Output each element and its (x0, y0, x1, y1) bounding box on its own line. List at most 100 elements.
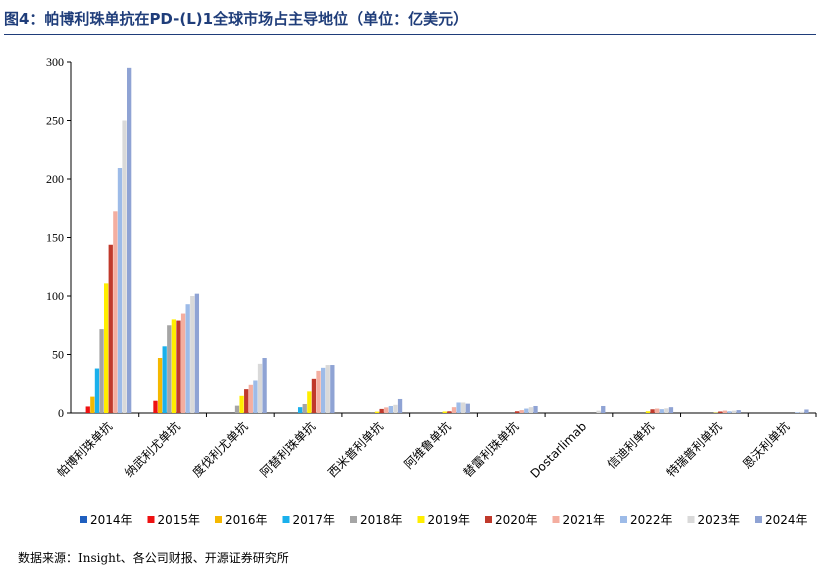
bar (320, 367, 326, 413)
y-tick-label: 300 (46, 55, 64, 69)
bar (524, 408, 529, 413)
legend-label: 2018年 (360, 513, 403, 527)
category-label: 特瑞普利单抗 (663, 419, 725, 481)
bars (85, 67, 809, 413)
bar (167, 325, 172, 413)
bar (645, 411, 651, 413)
category-label: 度伐利尤单抗 (189, 419, 251, 481)
legend-label: 2024年 (765, 513, 808, 527)
bar (157, 358, 163, 413)
bar (94, 368, 100, 413)
legend-swatch (755, 516, 762, 523)
y-tick-label: 0 (58, 406, 64, 420)
legend-label: 2023年 (698, 513, 741, 527)
legend-label: 2021年 (563, 513, 606, 527)
bar (99, 329, 104, 413)
bar (393, 404, 398, 413)
bar (325, 365, 330, 413)
bar (257, 363, 263, 413)
legend-label: 2022年 (630, 513, 673, 527)
bar (533, 405, 538, 413)
legend-label: 2019年 (428, 513, 471, 527)
bar (117, 168, 123, 413)
bar (718, 411, 723, 413)
bar (384, 407, 389, 413)
bar (799, 411, 804, 413)
bar (655, 408, 660, 413)
bar (307, 391, 312, 413)
legend-label: 2014年 (90, 513, 133, 527)
legend-swatch (350, 516, 357, 523)
y-tick-label: 250 (46, 114, 64, 128)
bar (239, 395, 244, 413)
bar (85, 406, 90, 413)
bar (528, 407, 534, 413)
bar (795, 412, 800, 413)
bar (262, 358, 267, 413)
category-label: Dostarlimab (528, 419, 590, 481)
bar (668, 407, 674, 413)
legend-swatch (687, 516, 695, 523)
y-tick-label: 100 (46, 289, 64, 303)
legend-swatch (620, 516, 627, 523)
bar (397, 398, 403, 413)
bar (162, 346, 167, 413)
bar (804, 409, 809, 413)
bar (113, 211, 118, 413)
legend: 2014年 2015年 2016年 2017年 2018年 2019年 2020年 2021年… (80, 513, 808, 527)
category-label: 替雷利珠单抗 (460, 419, 522, 481)
bar (234, 405, 240, 413)
bar (727, 411, 732, 413)
bar (104, 283, 109, 413)
bar (519, 410, 524, 413)
bar (447, 411, 452, 413)
legend-swatch (417, 516, 425, 523)
bar (127, 67, 132, 413)
bar (451, 407, 457, 413)
y-tick-label: 200 (46, 172, 64, 186)
bar (659, 409, 664, 413)
category-label: 阿替利珠单抗 (257, 419, 319, 481)
legend-swatch (215, 516, 222, 523)
bar (108, 244, 113, 413)
legend-label: 2020年 (495, 513, 538, 527)
bar (171, 319, 177, 413)
bar (90, 396, 95, 413)
bar (461, 402, 466, 413)
bar (722, 410, 728, 413)
legend-swatch (282, 516, 290, 523)
category-label: 帕博利珠单抗 (54, 419, 116, 481)
bar (194, 293, 200, 413)
category-labels: 帕博利珠单抗 纳武利尤单抗 度伐利尤单抗 阿替利珠单抗 西米普利单抗 阿维鲁单抗 替雷利珠单… (54, 419, 793, 481)
category-label: 恩沃利单抗 (739, 419, 792, 472)
bar (601, 405, 606, 413)
bar (176, 320, 181, 413)
y-tick-label: 150 (46, 231, 64, 245)
bar (316, 370, 321, 413)
legend-swatch (80, 516, 87, 523)
category-label: 西米普利单抗 (324, 419, 386, 481)
legend-label: 2015年 (158, 513, 201, 527)
bar (302, 403, 307, 413)
bar (330, 365, 335, 413)
legend-swatch (485, 516, 492, 523)
bar (379, 408, 384, 413)
category-label: 阿维鲁单抗 (401, 419, 454, 472)
bar (374, 411, 380, 413)
bar (736, 410, 741, 413)
bar (297, 407, 303, 413)
legend-swatch (552, 516, 560, 523)
bar (311, 378, 317, 413)
bar (185, 304, 190, 413)
bar (248, 384, 253, 413)
bar (180, 313, 186, 413)
source-note: 数据来源：Insight、各公司财报、开源证券研究所 (18, 551, 289, 565)
bar (664, 408, 669, 413)
bar (122, 120, 127, 413)
legend-label: 2016年 (225, 513, 268, 527)
bar (388, 405, 394, 413)
bar (153, 400, 158, 413)
chart-title: 图4：帕博利珠单抗在PD-(L)1全球市场占主导地位（单位：亿美元） (4, 8, 816, 35)
legend-swatch (147, 516, 155, 523)
